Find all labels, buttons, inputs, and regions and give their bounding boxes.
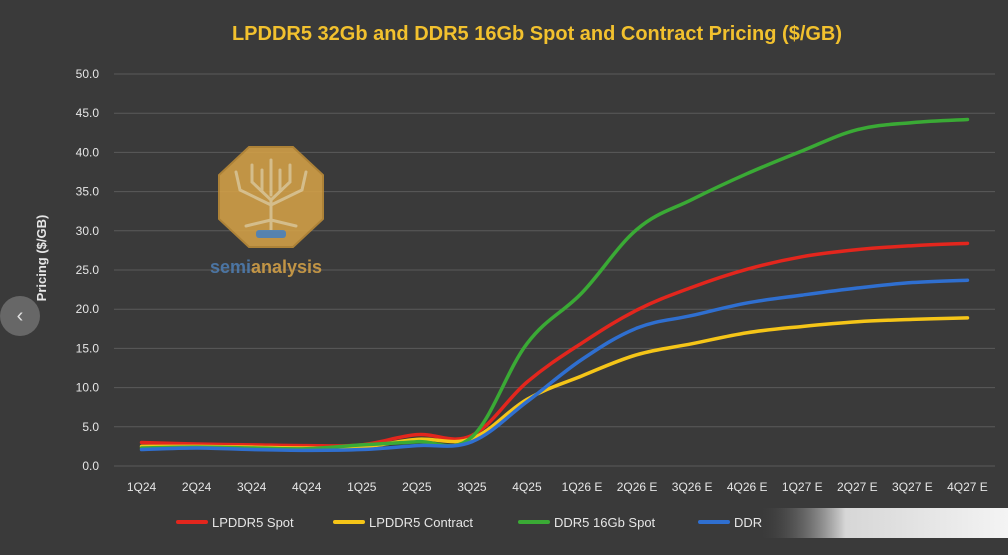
series-line-1 (139, 316, 970, 450)
x-tick-label: 1Q24 (127, 480, 157, 494)
legend-label-0: LPDDR5 Spot (212, 515, 294, 530)
previous-button[interactable]: ‹ (0, 296, 40, 336)
y-tick-label: 5.0 (82, 420, 99, 434)
x-tick-label: 4Q25 (512, 480, 542, 494)
x-tick-label: 4Q27 E (947, 480, 988, 494)
y-tick-label: 15.0 (76, 341, 100, 355)
watermark-brand-part1: semi (210, 257, 251, 277)
x-tick-label: 3Q24 (237, 480, 267, 494)
x-tick-label: 4Q24 (292, 480, 322, 494)
x-tick-label: 1Q27 E (782, 480, 823, 494)
y-axis-ticks: 0.0 5.0 10.0 15.0 20.0 25.0 30.0 35.0 40.0 45.0 50… (76, 67, 100, 473)
series-line-0 (139, 241, 970, 448)
series-line-3 (139, 278, 970, 453)
series-lines (139, 117, 970, 453)
x-tick-label: 2Q25 (402, 480, 432, 494)
x-tick-label: 3Q27 E (892, 480, 933, 494)
y-tick-label: 20.0 (76, 302, 100, 316)
chart-title: LPDDR5 32Gb and DDR5 16Gb Spot and Contr… (232, 23, 842, 45)
chevron-left-icon: ‹ (16, 304, 24, 327)
legend-label-1: LPDDR5 Contract (369, 515, 473, 530)
x-tick-label: 4Q26 E (727, 480, 768, 494)
y-tick-label: 30.0 (76, 224, 100, 238)
y-tick-label: 0.0 (82, 459, 99, 473)
semianalysis-logo: semi analysis (210, 146, 324, 277)
x-tick-label: 2Q27 E (837, 480, 878, 494)
y-tick-label: 35.0 (76, 185, 100, 199)
legend-label-2: DDR5 16Gb Spot (554, 515, 656, 530)
y-tick-label: 40.0 (76, 145, 100, 159)
x-tick-label: 1Q26 E (562, 480, 603, 494)
watermark-overlay (758, 508, 1008, 538)
watermark-brand-part2: analysis (251, 257, 322, 277)
x-axis-ticks: 1Q24 2Q24 3Q24 4Q24 1Q25 2Q25 3Q25 4Q25 1Q26 E 2Q… (127, 480, 988, 494)
y-tick-label: 10.0 (76, 381, 100, 395)
y-tick-label: 45.0 (76, 106, 100, 120)
y-tick-label: 50.0 (76, 67, 100, 81)
legend: LPDDR5 Spot LPDDR5 Contract DDR5 16Gb Spot… (176, 508, 1008, 538)
y-axis-label: Pricing ($/GB) (34, 215, 49, 302)
y-tick-label: 25.0 (76, 263, 100, 277)
x-tick-label: 2Q26 E (617, 480, 658, 494)
legend-label-3: DDR (734, 515, 762, 530)
x-tick-label: 3Q25 (457, 480, 487, 494)
x-tick-label: 3Q26 E (672, 480, 713, 494)
x-tick-label: 1Q25 (347, 480, 377, 494)
x-tick-label: 2Q24 (182, 480, 212, 494)
